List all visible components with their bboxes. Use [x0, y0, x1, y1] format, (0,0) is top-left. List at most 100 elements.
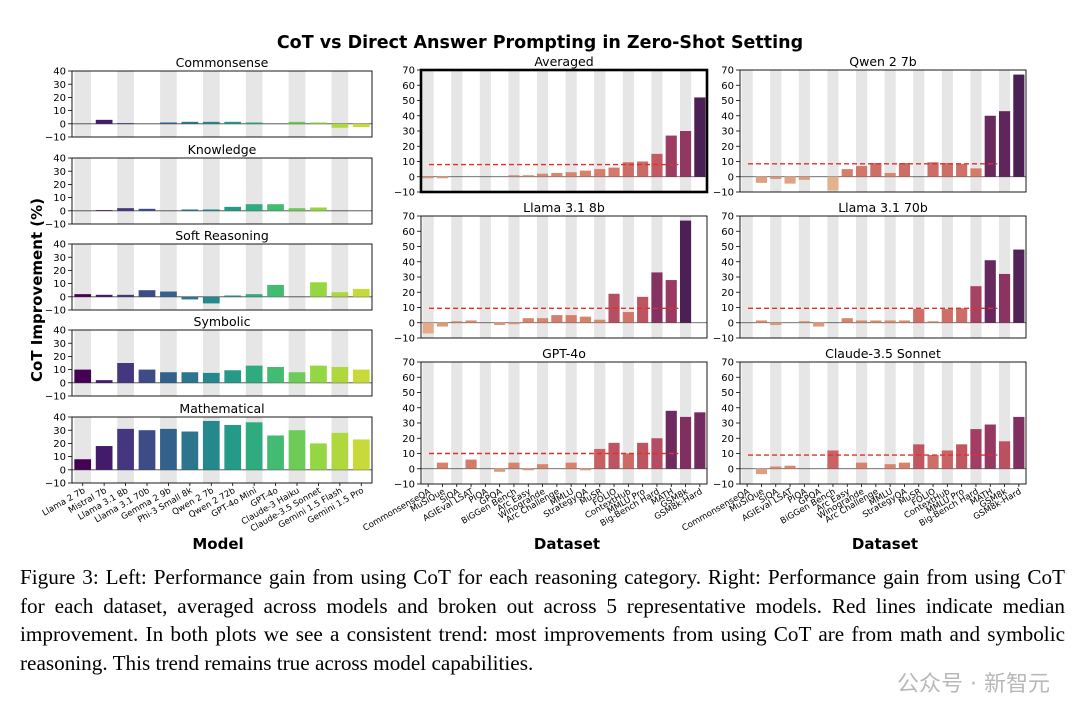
y-tick-label: 20: [53, 180, 66, 191]
bar-gemini-1-5-pro: [352, 123, 370, 128]
bar-gemini-1-5-pro: [352, 288, 370, 297]
y-tick-label: 40: [53, 67, 66, 78]
y-tick-label: 40: [721, 111, 734, 122]
bar-folio: [927, 455, 939, 469]
bar-gpt-4o: [267, 204, 284, 211]
right-x-axis-label: Dataset: [852, 535, 918, 553]
bar-claude-3-5-sonnet: [310, 282, 327, 297]
bar-strategyqa: [898, 320, 911, 323]
gray-band: [884, 216, 896, 338]
y-tick-label: 0: [728, 172, 734, 183]
y-tick-label: −10: [45, 220, 66, 231]
gray-band: [202, 71, 220, 137]
y-tick-label: 0: [60, 206, 66, 217]
bar-arc-easy: [522, 318, 534, 323]
y-tick-label: 60: [402, 227, 415, 238]
bar-llama-3-1-70b: [138, 369, 156, 383]
gray-band: [451, 70, 463, 192]
bar-contexthub: [941, 309, 953, 323]
panel-frame: [420, 361, 708, 485]
y-tick-label: 20: [402, 142, 415, 153]
bar-mmlu-pro: [956, 444, 968, 469]
y-tick-label: 10: [53, 106, 66, 117]
bar-musique: [755, 176, 768, 183]
y-tick-label: 30: [53, 253, 66, 264]
gray-band: [422, 216, 434, 338]
watermark: 公众号 · 新智元: [897, 672, 1050, 697]
gray-band: [770, 216, 782, 338]
bar-llama-3-1-8b: [117, 428, 134, 470]
bar-musr: [594, 169, 606, 177]
y-tick-label: 0: [409, 318, 415, 329]
gray-band: [74, 330, 92, 396]
y-tick-label: 20: [402, 434, 415, 445]
bar-qwen-2-72b: [224, 121, 242, 124]
bar-strategyqa: [579, 316, 592, 323]
y-tick-label: 10: [53, 279, 66, 290]
y-tick-label: 70: [402, 66, 415, 77]
gray-band: [798, 70, 810, 192]
bar-phi-3-small-8k: [181, 209, 199, 211]
gray-band: [970, 362, 982, 484]
panel-title: Llama 3.1 70b: [838, 200, 928, 215]
bar-qwen-2-7b: [202, 296, 220, 304]
bar-folio: [608, 167, 620, 177]
bar-mistral-7b: [95, 119, 113, 124]
bar-contexthub: [622, 312, 634, 323]
bar-big-bench-hard: [970, 429, 982, 469]
figure-title: CoT vs Direct Answer Prompting in Zero-S…: [277, 33, 803, 53]
panel-title: Mathematical: [179, 401, 264, 416]
y-tick-label: 40: [53, 154, 66, 165]
bar-mmlu: [565, 172, 577, 177]
panel-frame: [71, 416, 373, 484]
bar-contexthub: [941, 163, 953, 177]
bar-claude-3-5-sonnet: [310, 207, 327, 211]
y-tick-label: 20: [53, 439, 66, 450]
bar-gpqa: [494, 322, 506, 326]
y-tick-label: 30: [53, 339, 66, 350]
bar-mmlu: [884, 172, 896, 177]
gray-band: [941, 70, 953, 192]
panel-title: GPT-4o: [542, 346, 586, 361]
bar-llama-2-7b: [74, 294, 92, 297]
bar-agieval-lsat: [784, 176, 796, 184]
bar-gsm8k: [679, 220, 692, 323]
panel-llama-3-1-70b: −10 0 10 20 30 40 50 60 70 Llama 3.1 70b: [713, 200, 1027, 345]
y-tick-label: 10: [402, 449, 415, 460]
y-tick-label: 70: [402, 212, 415, 223]
y-tick-label: 40: [402, 257, 415, 268]
gray-band: [798, 216, 810, 338]
y-tick-label: 20: [53, 93, 66, 104]
y-tick-label: 20: [53, 352, 66, 363]
bar-qwen-2-72b: [224, 424, 242, 470]
bar-llama-3-1-8b: [117, 208, 134, 211]
y-tick-label: 30: [53, 167, 66, 178]
bar-claude-3-haiku: [288, 121, 306, 124]
bar-commonsenseqa: [422, 176, 434, 179]
bar-mmlu: [565, 462, 577, 469]
bar-math: [665, 410, 677, 469]
gray-band: [770, 362, 782, 484]
y-tick-label: −10: [45, 306, 66, 317]
bar-gsm8k-hard: [694, 412, 706, 469]
y-tick-label: 50: [402, 96, 415, 107]
gray-band: [117, 244, 134, 310]
bar-mmlu-pro: [637, 161, 649, 177]
y-tick-label: 20: [721, 142, 734, 153]
panel-frame: [71, 70, 373, 138]
gray-band: [245, 71, 263, 137]
gray-band: [741, 362, 753, 484]
gray-band: [970, 70, 982, 192]
y-tick-label: 50: [721, 242, 734, 253]
bar-llama-2-7b: [74, 369, 92, 383]
bar-gemini-1-5-flash: [331, 432, 349, 470]
y-tick-label: 30: [402, 273, 415, 284]
bar-qwen-2-72b: [224, 295, 242, 297]
bar-biggen-bench: [508, 462, 520, 469]
y-tick-label: 30: [53, 80, 66, 91]
bar-musr: [913, 309, 925, 323]
bar-musique: [755, 468, 768, 475]
gray-band: [827, 216, 839, 338]
gray-band: [565, 70, 577, 192]
